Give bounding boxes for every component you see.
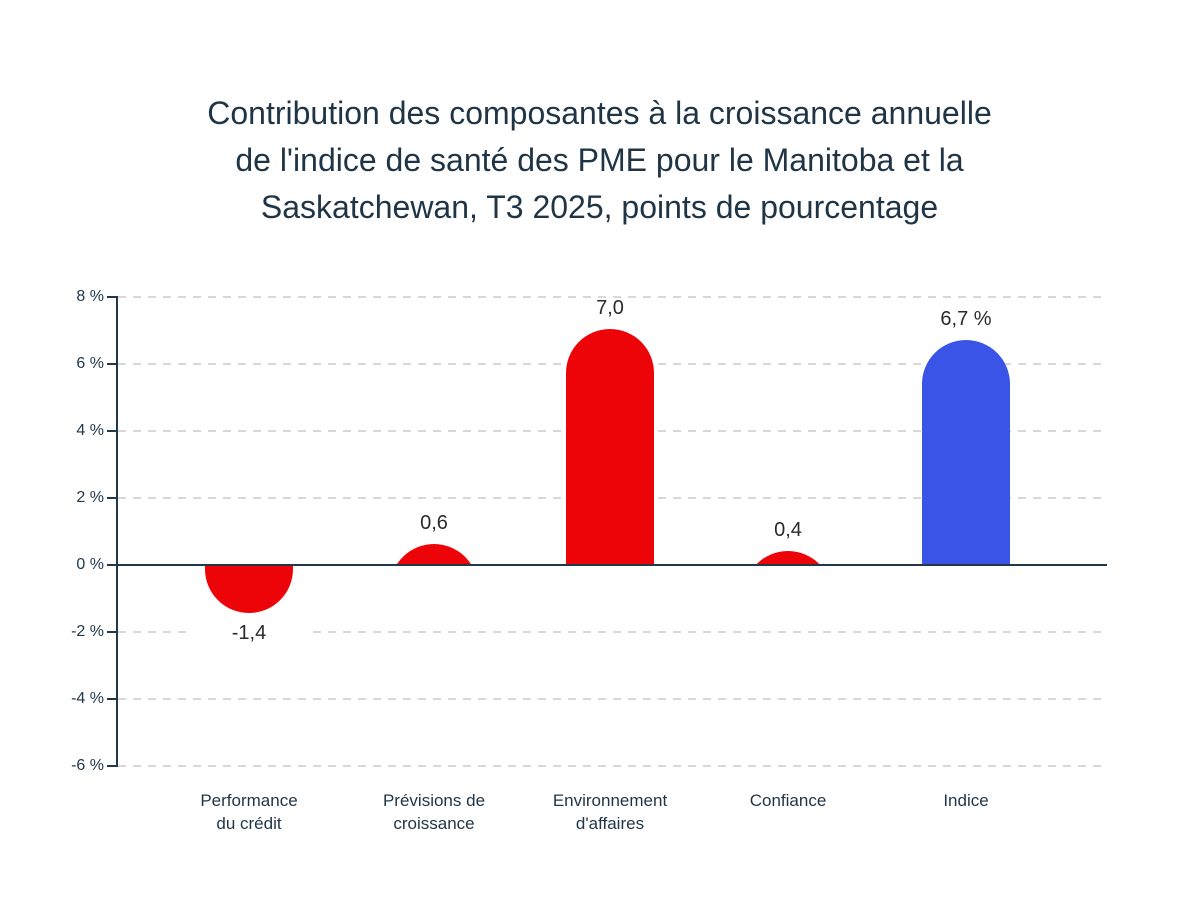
y-axis-tick-label: 0 % [76,556,104,573]
bar-value-label: 0,6 [420,512,448,534]
bar-3 [566,329,654,564]
bar-1 [205,566,293,613]
category-label-line: Performance [200,791,298,810]
category-label-line: Environnement [552,791,668,810]
bar-value-label: 7,0 [596,297,624,319]
bar-shape [566,329,654,564]
y-axis-tick-label: 6 % [76,355,104,372]
bar-5 [922,340,1010,564]
category-label-5: Indice [881,789,1051,812]
category-label-2: Prévisions de croissance [349,789,519,835]
chart-title: Contribution des composantes à la croiss… [0,90,1199,231]
bar-2 [390,544,478,564]
y-axis-tick-label: 8 % [76,288,104,305]
y-axis-tick [107,698,116,700]
y-axis-tick-label: -6 % [71,757,104,774]
category-label-line: d'affaires [575,814,645,833]
bar-value-label: 6,7 % [940,308,992,330]
category-label-line: Confiance [749,791,827,810]
category-label-line: Prévisions de [382,791,486,810]
y-axis-tick-label: 2 % [76,489,104,506]
gridline [118,296,1107,298]
y-axis-tick [107,564,116,566]
chart-title-line: Saskatchewan, T3 2025, points de pourcen… [260,189,939,225]
gridline [118,631,1107,633]
gridline [118,765,1107,767]
category-label-line: Indice [943,791,989,810]
chart-title-line: Contribution des composantes à la croiss… [207,95,992,131]
zero-baseline [116,564,1107,566]
bar-value-label: 0,4 [774,519,802,541]
bar-value-label: -1,4 [189,622,309,645]
category-label-line: du crédit [216,814,282,833]
category-label-line: croissance [393,814,475,833]
y-axis-tick-label: -4 % [71,690,104,707]
y-axis-tick [107,497,116,499]
bar-4 [744,551,832,564]
gridline [118,698,1107,700]
y-axis-tick [107,765,116,767]
bar-shape [390,544,478,564]
y-axis-tick [107,296,116,298]
y-axis-tick [107,631,116,633]
bar-shape [205,566,293,613]
chart-title-line: de l'indice de santé des PME pour le Man… [235,142,964,178]
category-label-1: Performance du crédit [164,789,334,835]
y-axis-tick-label: 4 % [76,422,104,439]
category-label-4: Confiance [703,789,873,812]
bar-shape [922,340,1010,564]
bar-shape [744,551,832,564]
y-axis-tick-label: -2 % [71,623,104,640]
category-label-3: Environnement d'affaires [525,789,695,835]
y-axis-tick [107,430,116,432]
y-axis-line [116,296,118,767]
y-axis-tick [107,363,116,365]
